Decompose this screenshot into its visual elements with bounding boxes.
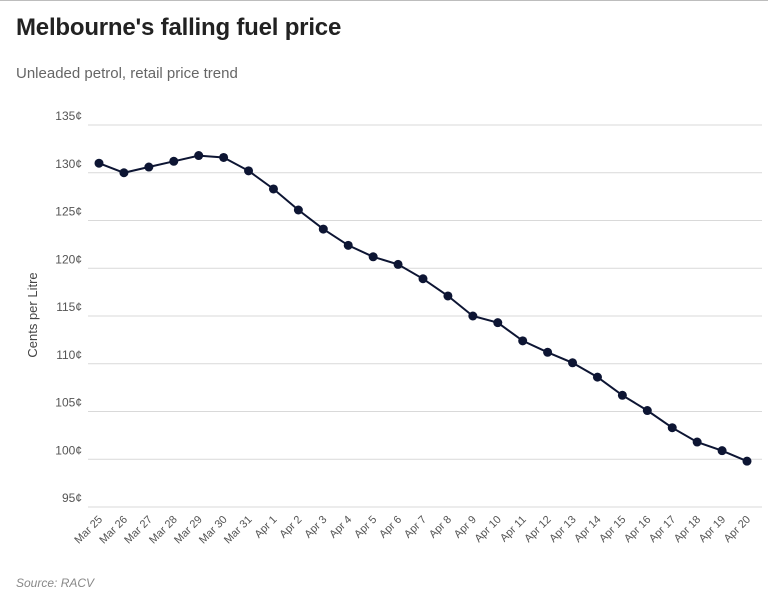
data-point (493, 318, 503, 328)
data-point (568, 358, 578, 368)
x-tick-label: Apr 10 (472, 514, 503, 545)
data-point (543, 347, 553, 357)
top-rule (0, 0, 768, 1)
data-point (119, 168, 129, 178)
x-tick-label: Apr 16 (622, 514, 653, 545)
data-point (642, 406, 652, 416)
data-point (592, 372, 602, 382)
x-tick-label: Apr 14 (572, 514, 603, 545)
data-point (194, 151, 204, 161)
x-tick-label: Apr 15 (597, 514, 628, 545)
chart-title: Melbourne's falling fuel price (16, 14, 342, 41)
y-tick-label: 105¢ (55, 396, 82, 410)
y-tick-label: 110¢ (56, 348, 82, 362)
y-tick-label: 125¢ (55, 205, 82, 219)
data-point (717, 446, 727, 456)
gridlines (88, 124, 762, 508)
x-tick-label: Apr 4 (327, 514, 354, 541)
data-point (144, 162, 154, 172)
data-point (617, 390, 627, 400)
x-tick-label: Apr 8 (427, 514, 454, 541)
source-note: Source: RACV (16, 576, 95, 590)
data-point (219, 152, 229, 162)
x-tick-label: Apr 13 (547, 514, 578, 545)
data-point (368, 252, 378, 262)
y-tick-label: 120¢ (55, 252, 82, 266)
x-tick-label: Apr 12 (522, 514, 553, 545)
y-axis-ticks: 95¢ 100¢ 105¢ 110¢ 115¢ 120¢ 125¢ 130¢ 135¢ (55, 109, 82, 505)
chart-subtitle: Unleaded petrol, retail price trend (16, 65, 238, 82)
data-point (393, 259, 403, 269)
x-tick-label: Apr 6 (377, 514, 404, 541)
x-tick-label: Apr 18 (672, 514, 703, 545)
x-tick-label: Apr 5 (352, 514, 379, 541)
y-tick-label: 115¢ (56, 300, 82, 314)
x-tick-label: Apr 17 (647, 514, 678, 545)
data-point (268, 184, 278, 194)
y-tick-label: 135¢ (55, 109, 82, 123)
y-tick-label: 95¢ (62, 491, 82, 505)
data-point (667, 423, 677, 433)
x-tick-label: Apr 20 (722, 514, 753, 545)
x-tick-label: Apr 2 (277, 514, 304, 541)
data-point (343, 240, 353, 250)
data-point (742, 456, 752, 466)
data-point (692, 437, 702, 447)
data-point (244, 166, 254, 176)
data-point (518, 336, 528, 346)
x-tick-label: Apr 1 (253, 514, 280, 541)
data-points (94, 151, 752, 466)
data-point (468, 311, 478, 321)
x-tick-label: Apr 3 (302, 514, 329, 541)
x-tick-label: Mar 31 (222, 514, 255, 547)
data-point (443, 291, 453, 301)
data-point (293, 205, 303, 215)
data-point (318, 224, 328, 234)
y-axis-label: Cents per Litre (25, 272, 40, 357)
x-tick-label: Apr 11 (498, 514, 529, 545)
y-tick-label: 130¢ (55, 157, 82, 171)
y-tick-label: 100¢ (55, 443, 82, 457)
series-line (98, 154, 748, 463)
data-point (94, 158, 104, 168)
x-tick-label: Apr 7 (402, 514, 429, 541)
x-tick-label: Apr 19 (697, 514, 728, 545)
data-point (169, 156, 179, 166)
data-point (418, 274, 428, 284)
